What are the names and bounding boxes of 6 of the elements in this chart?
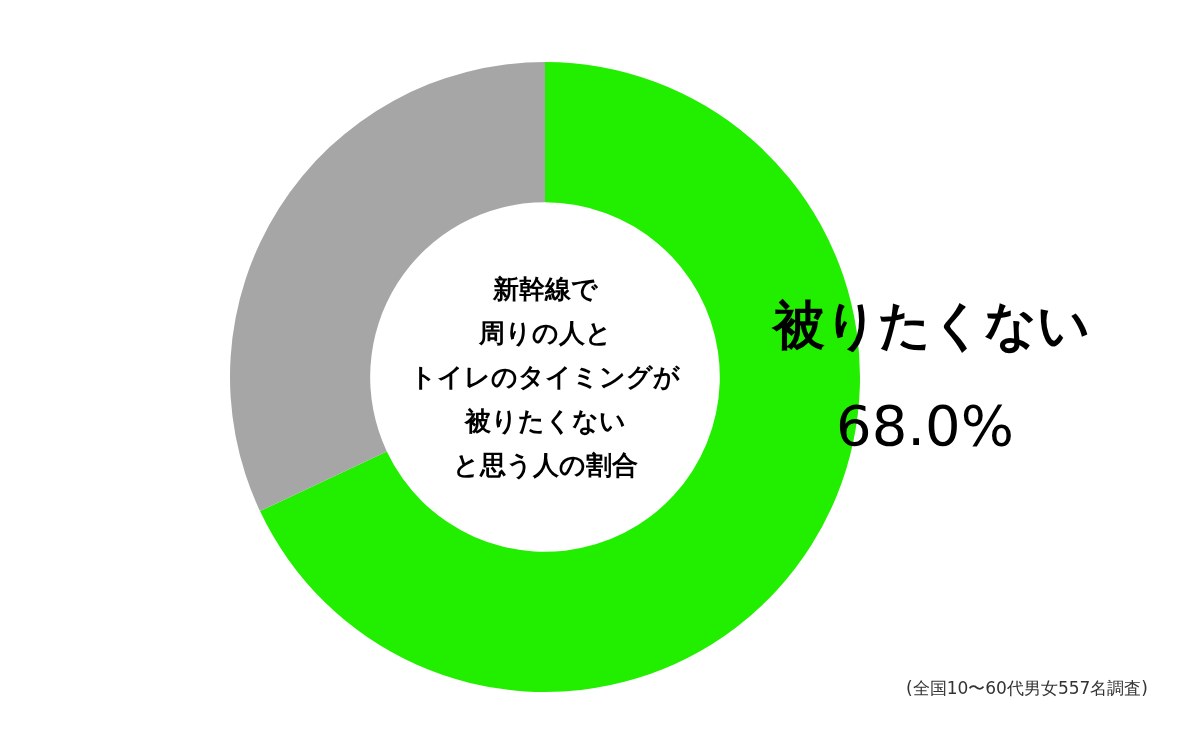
text: トイレのタイミングが [410,362,681,392]
text: 新幹線で [492,274,599,304]
text: (全国10〜60代男女557名調査) [906,678,1148,698]
text: 被りたくない [464,406,626,436]
text: と思う人の割合 [453,450,638,480]
text: 周りの人と [478,318,612,348]
